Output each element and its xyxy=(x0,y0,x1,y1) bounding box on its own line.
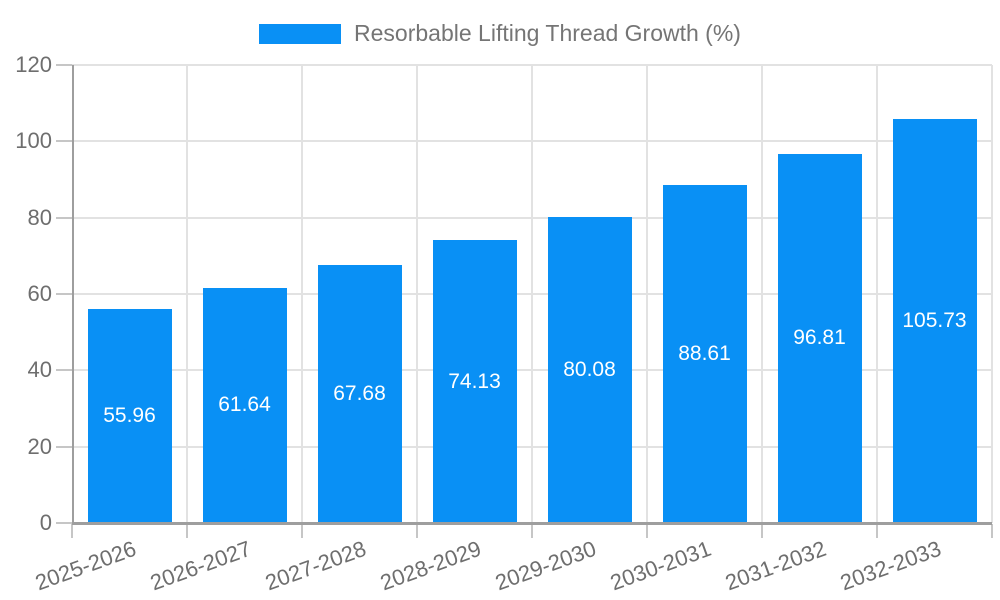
bar: 80.08 xyxy=(547,217,632,523)
y-axis-tick-mark xyxy=(56,140,72,143)
x-tick-label: 2030-2031 xyxy=(607,535,715,596)
y-axis-tick-mark xyxy=(56,369,72,372)
bar-value-label: 96.81 xyxy=(793,326,846,350)
y-axis-tick-mark xyxy=(56,64,72,66)
legend-label: Resorbable Lifting Thread Growth (%) xyxy=(354,20,741,46)
bar: 105.73 xyxy=(892,119,977,523)
gridline-vertical xyxy=(531,65,533,523)
y-axis-tick-mark xyxy=(56,445,72,448)
bar-value-label: 67.68 xyxy=(333,381,386,405)
x-axis-tick-mark xyxy=(876,524,878,538)
y-tick-label: 60 xyxy=(27,281,52,306)
bar: 61.64 xyxy=(202,287,287,523)
bar: 67.68 xyxy=(317,264,402,523)
y-axis-tick-mark xyxy=(56,522,72,524)
gridline-vertical xyxy=(876,65,878,523)
x-axis-tick-mark xyxy=(761,524,763,538)
x-tick-label: 2025-2026 xyxy=(32,535,140,596)
y-tick-label: 120 xyxy=(15,52,52,77)
x-axis-tick-mark xyxy=(71,524,73,538)
x-tick-label: 2028-2029 xyxy=(377,535,485,596)
bar-value-label: 80.08 xyxy=(563,358,616,382)
legend-swatch xyxy=(259,23,342,44)
gridline-vertical xyxy=(416,65,418,523)
bar: 55.96 xyxy=(87,309,172,523)
y-axis-tick-mark xyxy=(56,216,72,219)
x-tick-label: 2031-2032 xyxy=(722,535,830,596)
bar-value-label: 55.96 xyxy=(103,404,156,428)
bar-value-label: 61.64 xyxy=(218,393,271,417)
y-tick-label: 20 xyxy=(27,433,52,459)
bar: 96.81 xyxy=(777,153,862,523)
x-axis-tick-mark xyxy=(416,524,418,538)
bar-value-label: 88.61 xyxy=(678,341,731,365)
gridline-vertical xyxy=(761,65,763,523)
y-tick-label: 0 xyxy=(39,510,52,535)
x-tick-label: 2029-2030 xyxy=(492,535,600,596)
legend: Resorbable Lifting Thread Growth (%) xyxy=(0,20,1000,47)
bar: 88.61 xyxy=(662,184,747,523)
gridline-vertical xyxy=(301,65,303,523)
plot-area: 55.96 2025-2026 61.64 2026-2027 67.68 2027-20… xyxy=(32,64,993,595)
y-axis-labels: 0 20 40 60 80 100 120 xyxy=(0,52,56,535)
x-tick-label: 2027-2028 xyxy=(262,535,370,596)
x-axis-tick-mark xyxy=(531,524,533,538)
x-tick-label: 2026-2027 xyxy=(147,535,255,596)
y-tick-label: 40 xyxy=(27,357,52,383)
x-axis-tick-mark xyxy=(186,524,188,538)
y-tick-label: 100 xyxy=(15,128,52,154)
y-axis-tick-mark xyxy=(56,293,72,295)
bar: 74.13 xyxy=(432,240,517,523)
x-axis-tick-mark xyxy=(301,524,303,538)
y-tick-label: 80 xyxy=(27,204,52,230)
y-axis-line xyxy=(72,65,74,523)
x-tick-label: 2032-2033 xyxy=(837,535,945,596)
gridline-vertical xyxy=(646,65,648,523)
bar-value-label: 74.13 xyxy=(448,369,501,393)
bar-value-label: 105.73 xyxy=(902,309,967,333)
gridline-vertical xyxy=(186,65,188,523)
x-axis-line xyxy=(72,522,992,525)
gridline-vertical xyxy=(991,65,993,523)
x-axis-tick-mark xyxy=(991,524,993,538)
x-axis-tick-mark xyxy=(646,524,648,538)
